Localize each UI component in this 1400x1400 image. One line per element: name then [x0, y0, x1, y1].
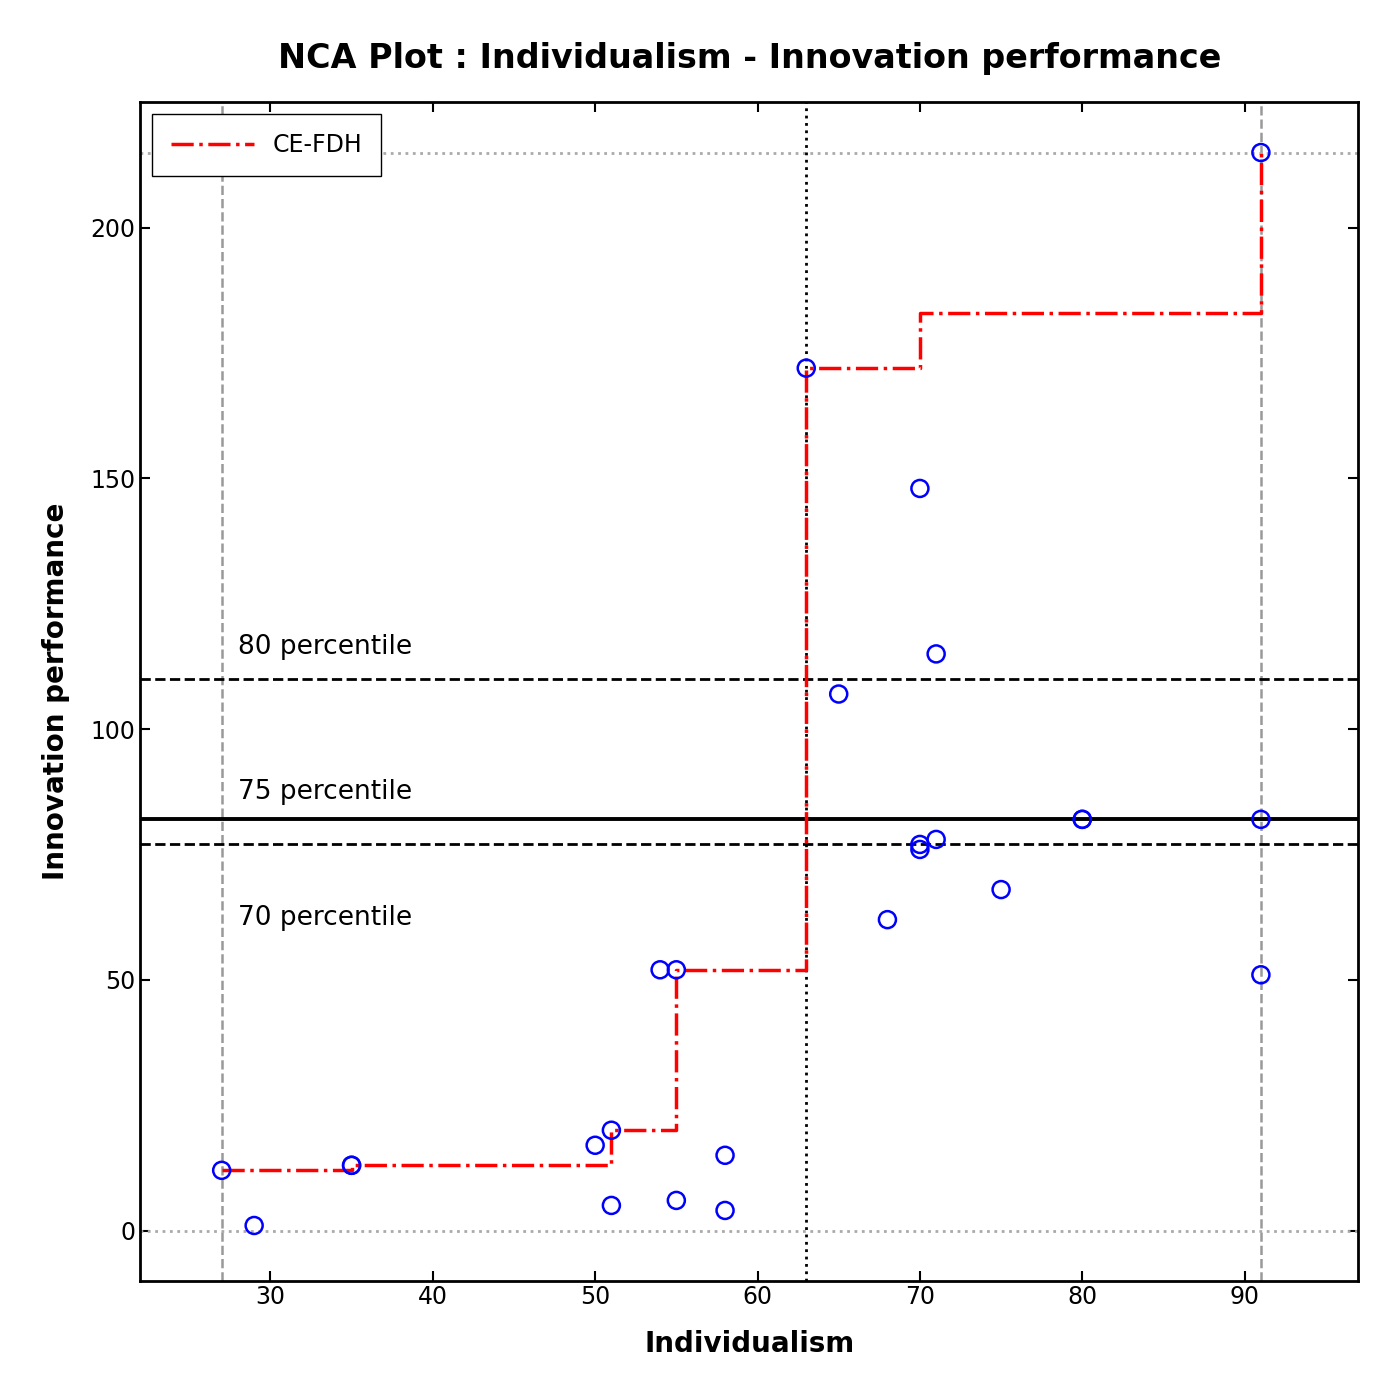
Legend: CE-FDH: CE-FDH: [153, 115, 381, 176]
Point: [1071, 808, 1093, 830]
CE-FDH: [911, 360, 928, 377]
Point: [665, 1189, 687, 1211]
CE-FDH: [668, 1121, 685, 1138]
Point: [876, 909, 899, 931]
Point: [210, 1159, 232, 1182]
Point: [340, 1154, 363, 1176]
Text: 80 percentile: 80 percentile: [238, 634, 412, 659]
Y-axis label: Innovation performance: Innovation performance: [42, 503, 70, 881]
Point: [909, 833, 931, 855]
Point: [1250, 141, 1273, 164]
Point: [601, 1119, 623, 1141]
CE-FDH: [343, 1156, 360, 1173]
Line: CE-FDH: CE-FDH: [221, 153, 1261, 1170]
X-axis label: Individualism: Individualism: [644, 1330, 854, 1358]
Point: [1250, 963, 1273, 986]
CE-FDH: [668, 962, 685, 979]
Point: [925, 829, 948, 851]
CE-FDH: [798, 360, 815, 377]
Point: [244, 1214, 266, 1236]
CE-FDH: [911, 305, 928, 322]
CE-FDH: [798, 962, 815, 979]
Point: [665, 959, 687, 981]
Point: [584, 1134, 606, 1156]
Point: [1250, 808, 1273, 830]
CE-FDH: [603, 1156, 620, 1173]
Point: [909, 839, 931, 861]
Title: NCA Plot : Individualism - Innovation performance: NCA Plot : Individualism - Innovation pe…: [277, 42, 1221, 74]
CE-FDH: [1253, 305, 1270, 322]
Point: [827, 683, 850, 706]
CE-FDH: [213, 1162, 230, 1179]
CE-FDH: [603, 1121, 620, 1138]
Point: [714, 1144, 736, 1166]
CE-FDH: [1253, 144, 1270, 161]
Point: [990, 878, 1012, 900]
Text: 75 percentile: 75 percentile: [238, 780, 412, 805]
Point: [1071, 808, 1093, 830]
Point: [340, 1154, 363, 1176]
Point: [601, 1194, 623, 1217]
Point: [925, 643, 948, 665]
Point: [714, 1200, 736, 1222]
Text: 70 percentile: 70 percentile: [238, 904, 412, 931]
CE-FDH: [343, 1162, 360, 1179]
Point: [650, 959, 672, 981]
Point: [795, 357, 818, 379]
Point: [909, 477, 931, 500]
